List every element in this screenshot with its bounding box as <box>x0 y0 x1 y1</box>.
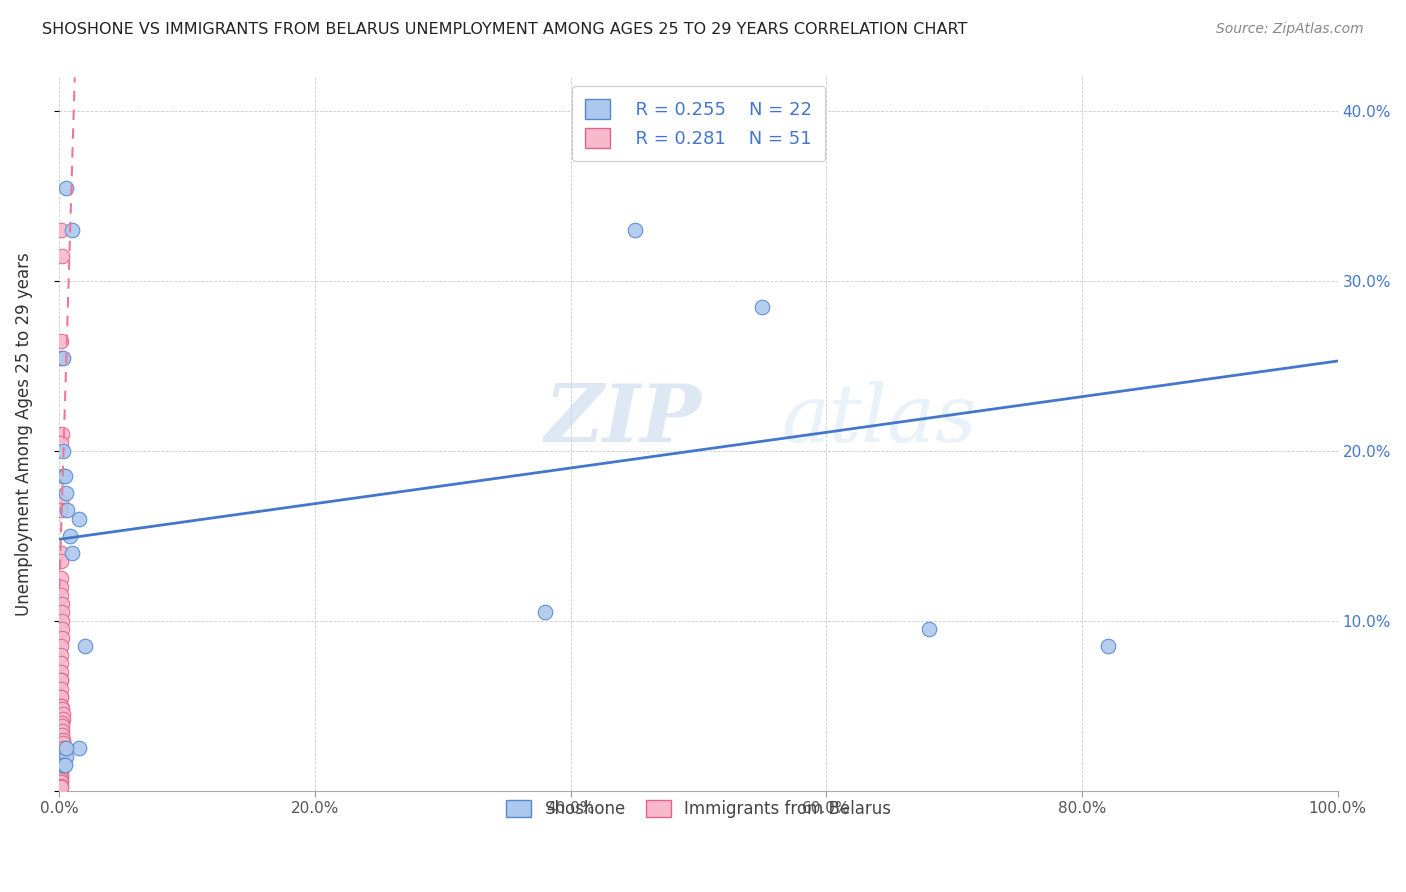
Point <box>52 712 75 726</box>
Point <box>53 758 76 772</box>
Point <box>49 760 72 774</box>
Text: ZIP: ZIP <box>546 381 702 458</box>
Point <box>67 741 90 756</box>
Point <box>51 728 73 742</box>
Point <box>55 749 77 764</box>
Point <box>51 249 73 263</box>
Point <box>49 779 72 793</box>
Point <box>51 427 73 442</box>
Point <box>53 469 76 483</box>
Point <box>623 223 645 237</box>
Legend: Shoshone, Immigrants from Belarus: Shoshone, Immigrants from Belarus <box>499 794 897 825</box>
Point <box>49 223 72 237</box>
Point <box>51 614 73 628</box>
Point <box>55 486 77 500</box>
Point <box>49 657 72 671</box>
Point <box>59 529 82 543</box>
Point <box>52 741 75 756</box>
Text: SHOSHONE VS IMMIGRANTS FROM BELARUS UNEMPLOYMENT AMONG AGES 25 TO 29 YEARS CORRE: SHOSHONE VS IMMIGRANTS FROM BELARUS UNEM… <box>42 22 967 37</box>
Point <box>52 736 75 750</box>
Point <box>73 640 96 654</box>
Point <box>49 546 72 560</box>
Point <box>51 719 73 733</box>
Point <box>1097 640 1119 654</box>
Point <box>52 444 75 458</box>
Point <box>49 756 72 771</box>
Point <box>49 773 72 788</box>
Point <box>51 597 73 611</box>
Point <box>49 775 72 789</box>
Text: Source: ZipAtlas.com: Source: ZipAtlas.com <box>1216 22 1364 37</box>
Point <box>55 181 77 195</box>
Point <box>49 571 72 585</box>
Point <box>51 724 73 739</box>
Point <box>67 512 90 526</box>
Point <box>60 546 83 560</box>
Point <box>49 763 72 777</box>
Text: atlas: atlas <box>782 381 977 458</box>
Point <box>52 707 75 722</box>
Point <box>49 334 72 348</box>
Point <box>52 758 75 772</box>
Y-axis label: Unemployment Among Ages 25 to 29 years: Unemployment Among Ages 25 to 29 years <box>15 252 32 615</box>
Point <box>49 766 72 780</box>
Point <box>49 588 72 602</box>
Point <box>60 223 83 237</box>
Point <box>49 640 72 654</box>
Point <box>52 746 75 760</box>
Point <box>56 503 79 517</box>
Point <box>49 681 72 696</box>
Point <box>49 495 72 509</box>
Point <box>49 648 72 662</box>
Point <box>52 732 75 747</box>
Point <box>52 351 75 365</box>
Point <box>51 631 73 645</box>
Point <box>51 605 73 619</box>
Point <box>51 622 73 636</box>
Point <box>534 605 557 619</box>
Point <box>49 673 72 688</box>
Point <box>49 351 72 365</box>
Point <box>49 580 72 594</box>
Point <box>49 554 72 568</box>
Point <box>51 702 73 716</box>
Point <box>49 503 72 517</box>
Point <box>49 753 72 767</box>
Point <box>49 780 72 795</box>
Point <box>49 435 72 450</box>
Point <box>51 749 73 764</box>
Point <box>49 698 72 713</box>
Point <box>51 715 73 730</box>
Point <box>49 690 72 705</box>
Point <box>917 622 939 636</box>
Point <box>49 673 72 688</box>
Point <box>52 469 75 483</box>
Point <box>49 698 72 713</box>
Point <box>49 690 72 705</box>
Point <box>55 741 77 756</box>
Point <box>49 665 72 679</box>
Point <box>751 300 773 314</box>
Point <box>49 770 72 784</box>
